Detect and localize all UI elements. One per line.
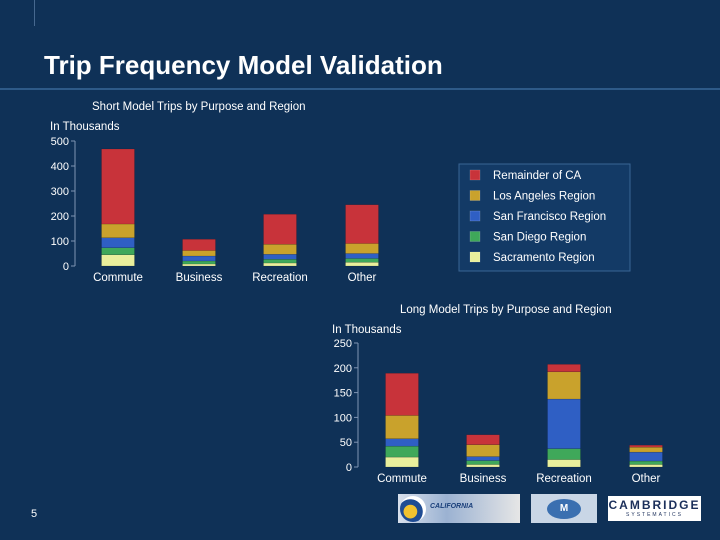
long-bar-commute-los-angeles-region [385,415,419,439]
short-y-tick-label: 0 [63,261,69,273]
short-bar-other-sacramento-region [345,262,379,267]
legend-label: San Diego Region [493,232,586,244]
short-bar-commute-remainder-of-ca [101,148,135,225]
company-subname: SYSTEMATICS [626,512,683,518]
legend-label: Sacramento Region [493,252,595,264]
long-bar-recreation-san-francisco-region [547,398,581,449]
short-y-tick-label: 400 [51,161,69,173]
long-bar-commute-sacramento-region [385,456,419,468]
long-bar-business-los-angeles-region [466,444,500,457]
short-y-tick-label: 100 [51,236,69,248]
long-bar-other-san-francisco-region [629,451,663,462]
decorative-vertical-rule [34,0,35,26]
caltrans-swoosh-icon [400,496,426,522]
legend-swatch-los-angeles-region [469,190,481,201]
legend-label: Remainder of CA [493,170,582,182]
short-bar-business-sacramento-region [182,263,216,267]
short-bar-recreation-san-francisco-region [263,254,297,260]
short-y-tick-label: 500 [51,136,69,148]
short-bar-recreation-sacramento-region [263,262,297,267]
legend-swatch-remainder-of-ca [469,169,481,181]
short-category-label: Recreation [252,272,308,284]
long-bar-business-san-francisco-region [466,456,500,461]
long-bar-recreation-los-angeles-region [547,371,581,400]
long-bar-other-remainder-of-ca [629,444,663,448]
page-title: Trip Frequency Model Validation [44,50,443,80]
long-bar-recreation-remainder-of-ca [547,364,581,373]
short-bar-commute-sacramento-region [101,254,135,267]
long-category-label: Other [632,473,661,485]
legend-label: Los Angeles Region [493,191,595,203]
long-bar-commute-remainder-of-ca [385,373,419,416]
short-bar-other-san-diego-region [345,258,379,263]
short-bar-other-los-angeles-region [345,243,379,254]
legend-swatch-san-francisco-region [469,210,481,222]
caltrans-logo: CALIFORNIA [398,494,520,523]
short-bar-commute-san-francisco-region [101,237,135,248]
long-category-label: Commute [377,473,427,485]
short-bar-recreation-los-angeles-region [263,244,297,255]
long-y-tick-label: 0 [346,462,352,474]
company-name: CAMBRIDGE [608,498,701,512]
long-category-label: Business [460,473,507,485]
long-bar-business-remainder-of-ca [466,434,500,445]
short-category-label: Business [176,272,223,284]
long-y-tick-label: 200 [334,363,352,375]
caltrans-logo-text: CALIFORNIA [430,503,474,510]
short-bar-business-los-angeles-region [182,250,216,257]
title-underline [0,88,720,90]
short-bar-commute-san-diego-region [101,247,135,255]
short-y-tick-label: 300 [51,186,69,198]
long-bar-other-los-angeles-region [629,446,663,453]
short-bar-other-remainder-of-ca [345,204,379,244]
short-category-label: Commute [93,272,143,284]
legend-swatch-san-diego-region [469,231,481,242]
agency-logo-mark: M [547,498,581,519]
long-bar-business-sacramento-region [466,464,500,468]
legend-label: San Francisco Region [493,211,606,223]
long-category-label: Recreation [536,473,592,485]
page-number: 5 [31,508,38,520]
short-chart-title: Short Model Trips by Purpose and Region [92,101,306,113]
short-bar-recreation-san-diego-region [263,259,297,264]
long-bar-other-san-diego-region [629,460,663,465]
long-bar-commute-san-francisco-region [385,438,419,447]
short-bar-recreation-remainder-of-ca [263,214,297,245]
long-y-axis-label: In Thousands [332,324,402,336]
long-bar-other-sacramento-region [629,464,663,468]
short-y-axis-label: In Thousands [50,121,120,133]
long-bar-recreation-san-diego-region [547,448,581,460]
short-y-tick-label: 200 [51,211,69,223]
long-y-tick-label: 250 [334,338,352,350]
long-y-tick-label: 50 [340,437,352,449]
long-chart-title: Long Model Trips by Purpose and Region [400,304,612,316]
long-bar-business-san-diego-region [466,460,500,465]
short-bar-other-san-francisco-region [345,253,379,259]
agency-logo: M [531,494,597,523]
short-bar-business-san-diego-region [182,260,216,265]
long-y-tick-label: 150 [334,388,352,400]
legend-box [458,163,631,272]
long-y-tick-label: 100 [334,412,352,424]
short-category-label: Other [348,272,377,284]
long-bar-commute-san-diego-region [385,445,419,458]
legend-swatch-sacramento-region [469,251,481,263]
cambridge-systematics-logo: CAMBRIDGE SYSTEMATICS [608,496,701,521]
short-bar-business-remainder-of-ca [182,239,216,251]
short-bar-commute-los-angeles-region [101,223,135,238]
short-bar-business-san-francisco-region [182,255,216,262]
long-bar-recreation-sacramento-region [547,459,581,468]
